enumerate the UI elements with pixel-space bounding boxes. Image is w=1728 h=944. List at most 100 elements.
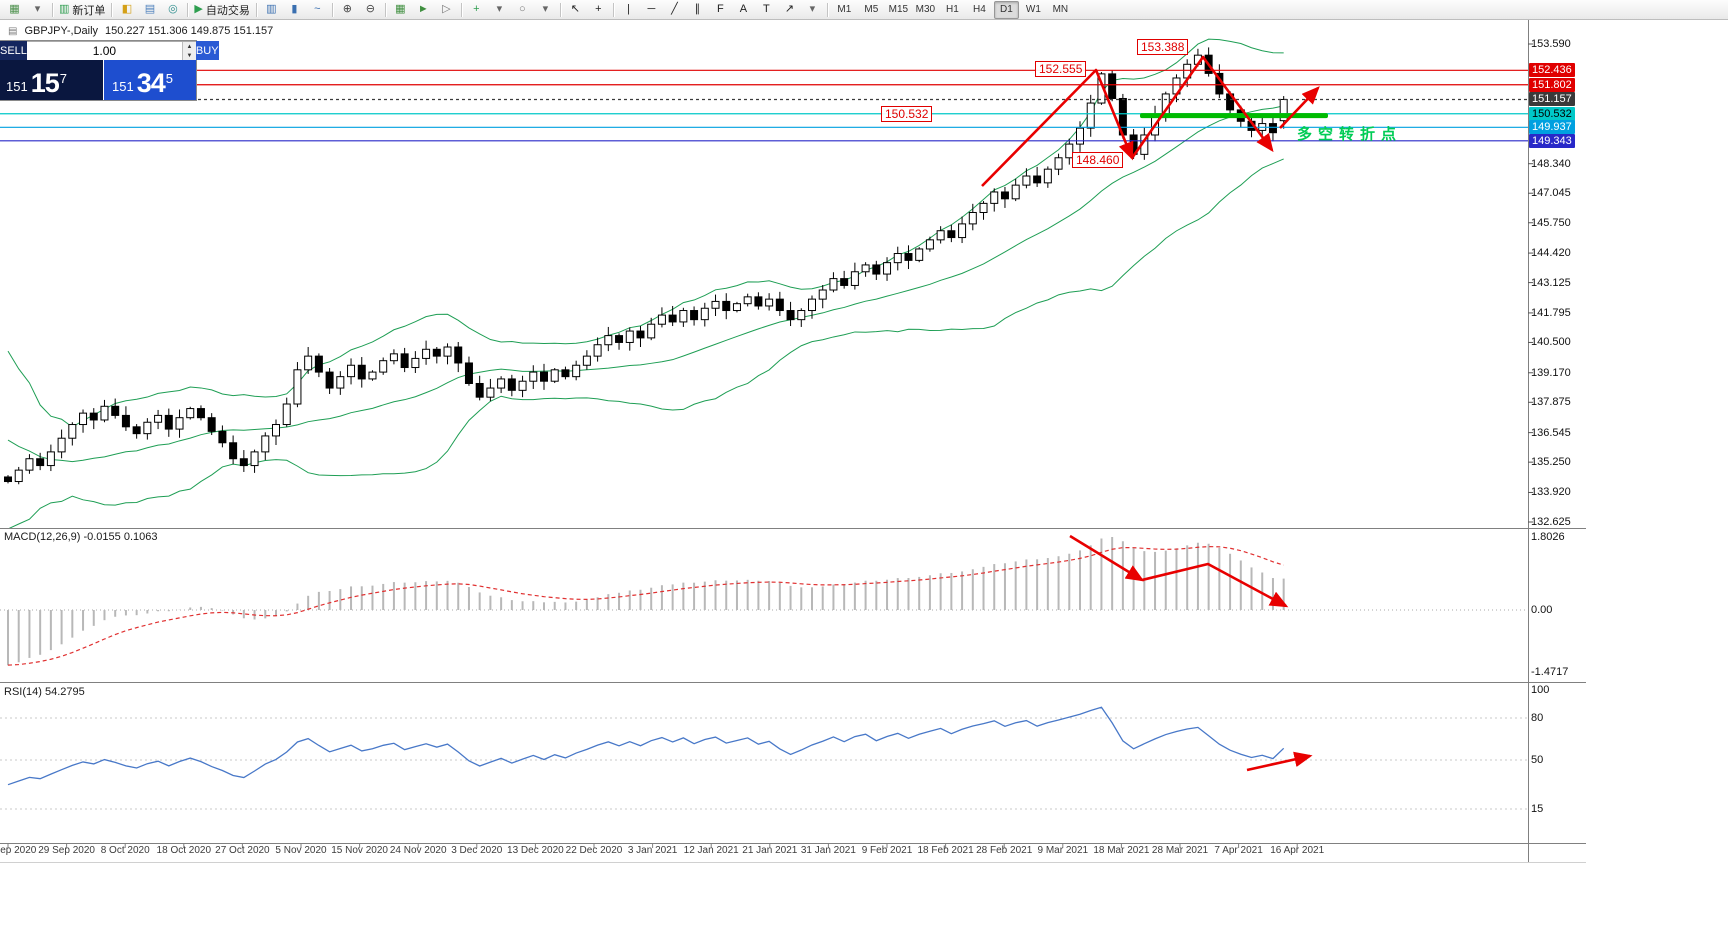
channel-icon[interactable]: ∥ — [686, 0, 709, 19]
turning-point-note[interactable]: 多空转折点 — [1297, 126, 1403, 143]
arrows-icon[interactable]: ↗ — [778, 0, 801, 19]
candlestick — [765, 293, 774, 311]
candlestick — [722, 293, 731, 320]
bollinger-upper-band — [7, 38, 1284, 428]
rsi-indicator-label: RSI(14) 54.2795 — [4, 686, 85, 698]
horizontal-line-icon[interactable]: ─ — [640, 0, 663, 19]
trend-arrow[interactable] — [981, 68, 1134, 187]
chart-shift-icon[interactable]: ▷ — [435, 0, 458, 19]
candlestick — [154, 409, 163, 430]
sell-button[interactable]: SELL — [0, 41, 27, 60]
candlestick-chart-icon[interactable]: ▮ — [283, 0, 306, 19]
tile-windows-icon[interactable]: ▦ — [389, 0, 412, 19]
trend-arrow[interactable] — [1279, 86, 1320, 129]
timeframe-W1[interactable]: W1 — [1025, 4, 1041, 15]
candlestick — [454, 341, 463, 373]
crosshair-icon[interactable]: + — [587, 0, 610, 19]
candlestick-chart-icon: ▮ — [291, 3, 298, 15]
buy-button[interactable]: BUY — [195, 41, 219, 60]
lot-size-input[interactable] — [26, 42, 182, 60]
macd-signal-line — [7, 545, 1284, 666]
toolbar-separator — [187, 2, 189, 17]
timeframe-H1[interactable]: H1 — [945, 4, 959, 15]
rsi-axis-label: 15 — [1531, 803, 1544, 815]
buy-price-pips: 34 — [136, 68, 166, 98]
price-level-label[interactable]: 150.532 — [1529, 106, 1575, 121]
lot-decrease-button[interactable]: ▼ — [182, 51, 196, 60]
candlestick — [325, 367, 334, 394]
timeframe-M1[interactable]: M1 — [837, 4, 852, 15]
toolbar-separator — [52, 2, 53, 17]
price-axis-label: 143.125 — [1531, 276, 1571, 289]
candlestick — [958, 216, 967, 244]
arrows-dropdown-icon[interactable]: ▾ — [801, 0, 824, 19]
price-annotation[interactable]: 153.388 — [1137, 39, 1189, 55]
date-axis-label: 28 Feb 2021 — [976, 845, 1033, 856]
trend-arrow[interactable] — [1130, 55, 1274, 159]
macd-axis-label: 1.8026 — [1531, 531, 1565, 543]
timeframe-MN[interactable]: MN — [1052, 4, 1069, 15]
buy-price-panel[interactable]: 151 34 5 — [104, 60, 196, 100]
trend-arrow[interactable] — [1141, 562, 1289, 608]
auto-scroll-icon[interactable]: ► — [412, 0, 435, 19]
indicators-icon[interactable]: + — [465, 0, 488, 19]
timeframe-D1[interactable]: D1 — [993, 0, 1019, 19]
bar-chart-icon[interactable]: ▥ — [260, 0, 283, 19]
candlestick — [893, 246, 902, 271]
price-level-label[interactable]: 151.802 — [1529, 77, 1575, 92]
navigator-icon[interactable]: ◎ — [161, 0, 184, 19]
chart-title: ▤ GBPJPY-,Daily 150.227 151.306 149.875 … — [8, 25, 273, 37]
text-icon[interactable]: A — [732, 0, 755, 19]
zoom-in-icon[interactable]: ⊕ — [336, 0, 359, 19]
templates-dropdown-icon[interactable]: ▾ — [534, 0, 557, 19]
label-icon[interactable]: T — [755, 0, 778, 19]
trendline-icon[interactable]: ╱ — [663, 0, 686, 19]
price-level-label[interactable]: 149.937 — [1529, 120, 1575, 135]
vertical-line-icon[interactable]: | — [617, 0, 640, 19]
timeframe-M5[interactable]: M5 — [864, 4, 879, 15]
new-order-button[interactable]: ▥ 新订单 — [56, 0, 108, 19]
candlestick — [829, 272, 838, 293]
candlestick — [561, 366, 570, 380]
price-annotation[interactable]: 152.555 — [1035, 61, 1087, 77]
timeframe-M15[interactable]: M15 — [888, 4, 909, 15]
price-axis-label: 135.250 — [1531, 456, 1571, 469]
date-axis-label: 7 Apr 2021 — [1214, 845, 1263, 856]
candlestick — [915, 247, 924, 263]
toolbar-separator — [826, 2, 828, 17]
trend-arrow[interactable] — [1246, 751, 1313, 772]
chart-shift-icon: ▷ — [442, 3, 451, 15]
candlestick — [947, 224, 956, 243]
timeframe-M30[interactable]: M30 — [915, 4, 936, 15]
toolbar-separator — [384, 2, 386, 17]
price-level-label[interactable]: 149.343 — [1529, 133, 1575, 148]
indicators-dropdown-icon[interactable]: ▾ — [488, 0, 511, 19]
autotrading-button[interactable]: ▶ 自动交易 — [191, 0, 252, 19]
candlestick — [121, 406, 130, 431]
lot-increase-button[interactable]: ▲ — [182, 42, 196, 51]
candlestick — [25, 454, 34, 474]
fibonacci-icon[interactable]: F — [709, 0, 732, 19]
market-watch-icon[interactable]: ▤ — [138, 0, 161, 19]
buy-price-pipette: 5 — [165, 71, 173, 86]
price-annotation[interactable]: 150.532 — [881, 106, 933, 122]
zoom-out-icon[interactable]: ⊖ — [359, 0, 382, 19]
timeframe-H4[interactable]: H4 — [972, 4, 986, 15]
cursor-icon[interactable]: ↖ — [564, 0, 587, 19]
chart-window-icon[interactable]: ▦ — [3, 0, 26, 19]
sell-price-panel[interactable]: 151 15 7 — [0, 60, 103, 100]
crosshair-icon: + — [595, 3, 602, 15]
window-dropdown-icon[interactable]: ▾ — [26, 0, 49, 19]
candlestick — [4, 475, 12, 484]
trend-arrow[interactable] — [1069, 534, 1145, 582]
candlestick — [239, 450, 248, 472]
profiles-icon[interactable]: ◧ — [115, 0, 138, 19]
periods-icon[interactable]: ○ — [511, 0, 534, 19]
support-zone-line[interactable] — [1140, 113, 1328, 119]
line-chart-icon[interactable]: ~ — [306, 0, 329, 19]
price-annotation[interactable]: 148.460 — [1072, 152, 1124, 168]
price-level-label[interactable]: 151.157 — [1529, 92, 1575, 107]
candlestick — [464, 356, 473, 386]
price-level-label[interactable]: 152.436 — [1529, 63, 1575, 78]
